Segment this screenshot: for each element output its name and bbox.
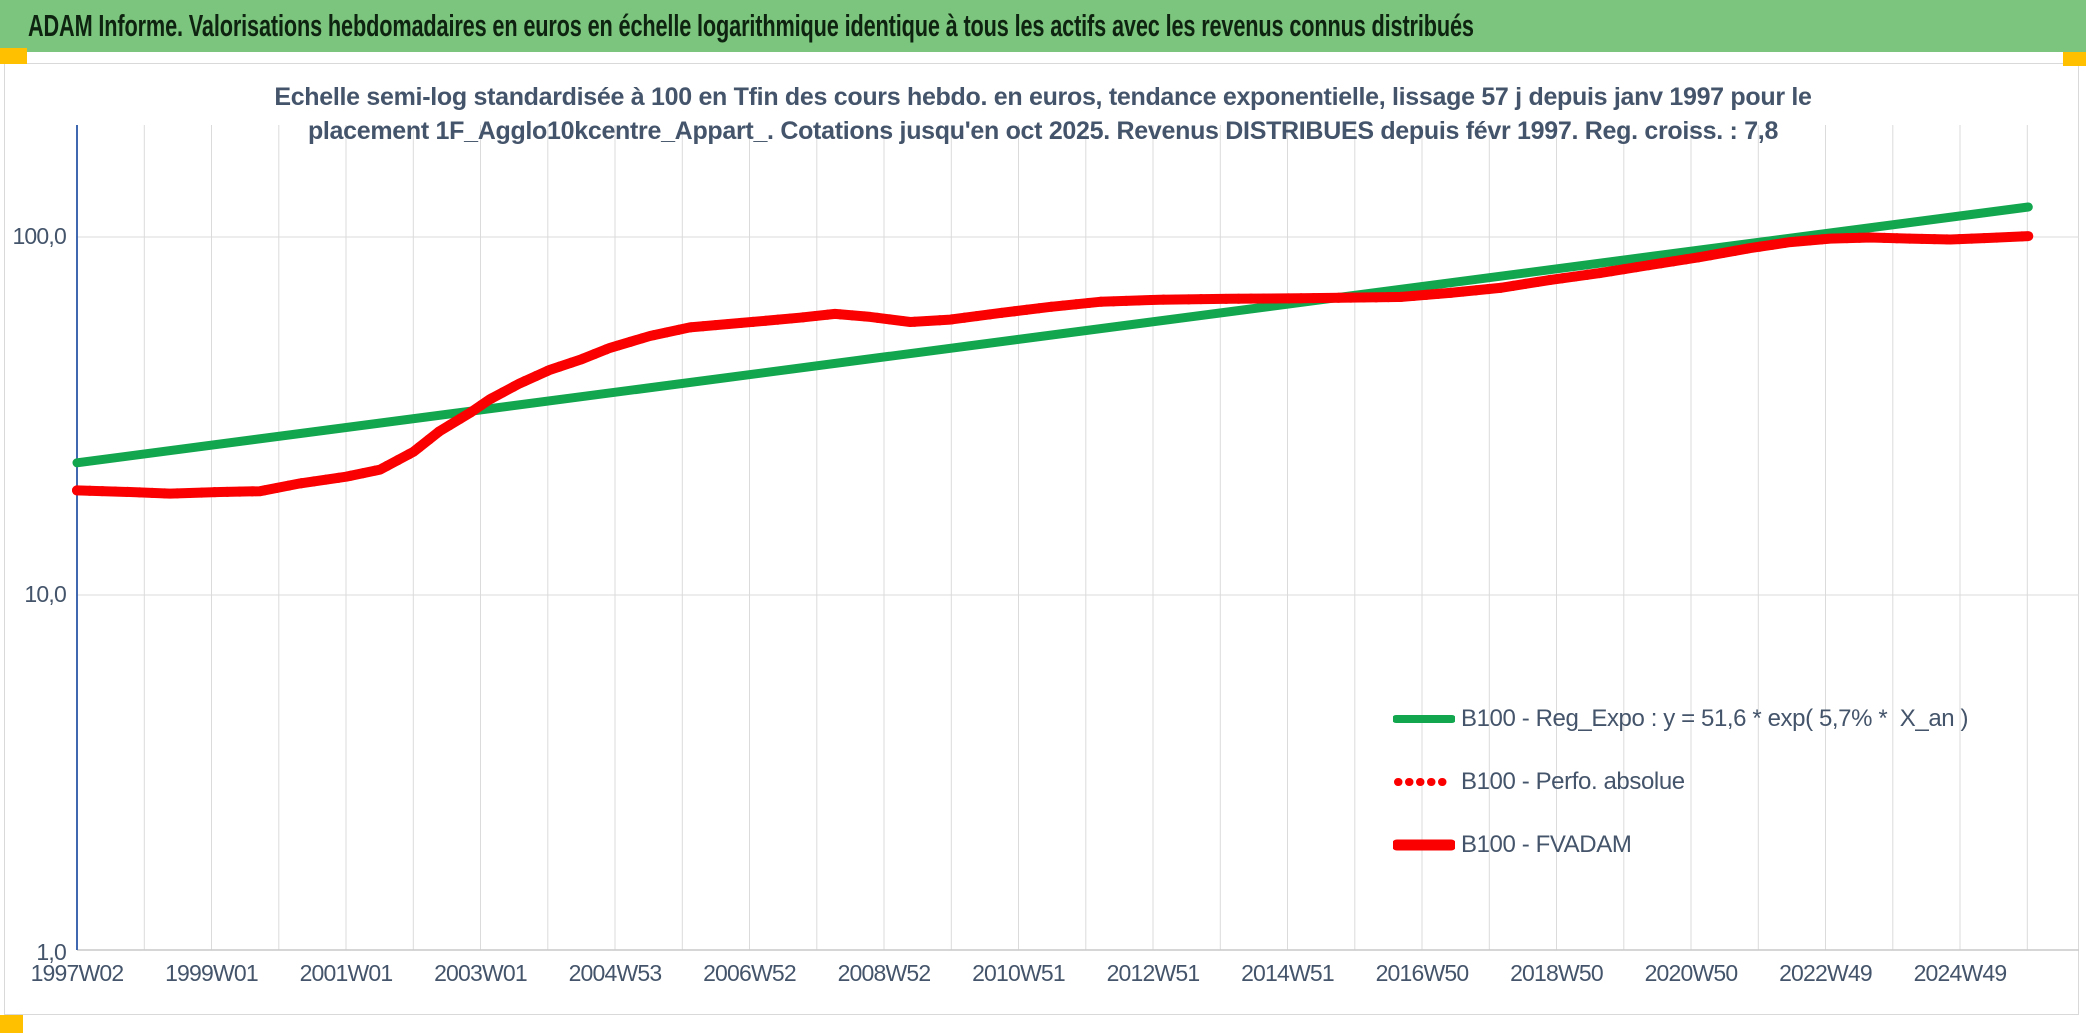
title-bar: ADAM Informe. Valorisations hebdomadaire… <box>0 0 2086 52</box>
x-tick-label: 2004W53 <box>568 960 663 986</box>
x-tick-label: 1997W02 <box>30 960 125 986</box>
x-tick-label: 2024W49 <box>1913 960 2008 986</box>
series-reg-expo-line[interactable] <box>72 202 2033 468</box>
legend-item-label: B100 - Perfo. absolue <box>1461 767 1685 795</box>
gold-marker-top-right <box>2063 52 2086 66</box>
x-tick-label: 2008W52 <box>837 960 932 986</box>
legend-item-perfo-absolue[interactable]: B100 - Perfo. absolue <box>1393 750 1968 813</box>
gold-marker-top-left <box>0 48 27 64</box>
y-tick-label: 10,0 <box>24 581 66 607</box>
page-title: ADAM Informe. Valorisations hebdomadaire… <box>28 8 1474 43</box>
x-tick-label: 2014W51 <box>1241 960 1335 986</box>
x-tick-label: 2016W50 <box>1375 960 1470 986</box>
x-tick-label: 2006W52 <box>703 960 797 986</box>
green-line-swatch-icon <box>1393 714 1455 723</box>
gridlines <box>77 125 2079 950</box>
x-tick-label: 2010W51 <box>972 960 1066 986</box>
red-dotted-swatch-icon <box>1394 777 1455 786</box>
x-tick-label: 1999W01 <box>165 960 259 986</box>
chart-legend: B100 - Reg_Expo : y = 51,6 * exp( 5,7% *… <box>1393 687 1969 876</box>
legend-item-label: B100 - FVADAM <box>1461 830 1632 858</box>
y-tick-label: 100,0 <box>12 223 66 249</box>
x-tick-label: 2018W50 <box>1510 960 1604 986</box>
chart-subtitle-line-2: placement 1F_Agglo10kcentre_Appart_. Cot… <box>307 117 1779 145</box>
chart-panel[interactable] <box>4 63 2079 1015</box>
legend-item-fvadam[interactable]: B100 - FVADAM <box>1393 813 1968 876</box>
series-perfo-absolue-line[interactable] <box>72 231 2034 499</box>
x-tick-label: 2001W01 <box>299 960 394 986</box>
x-tick-label: 2020W50 <box>1644 960 1739 986</box>
x-tick-label: 2003W01 <box>434 960 528 986</box>
legend-item-label: B100 - Reg_Expo : y = 51,6 * exp( 5,7% *… <box>1461 704 1969 732</box>
y-tick-label: 1,0 <box>36 939 66 965</box>
red-line-swatch-icon <box>1393 839 1455 850</box>
legend-item-reg-expo[interactable]: B100 - Reg_Expo : y = 51,6 * exp( 5,7% *… <box>1393 687 1969 750</box>
chart-subtitle-line-1: Echelle semi-log standardisée à 100 en T… <box>274 83 1812 111</box>
x-tick-label: 2022W49 <box>1779 960 1873 986</box>
gold-marker-bottom-left <box>0 1015 23 1033</box>
series-fvadam-line[interactable] <box>72 231 2034 499</box>
chart-subtitle: Echelle semi-log standardisée à 100 en T… <box>0 80 2086 148</box>
x-tick-label: 2012W51 <box>1106 960 1201 986</box>
